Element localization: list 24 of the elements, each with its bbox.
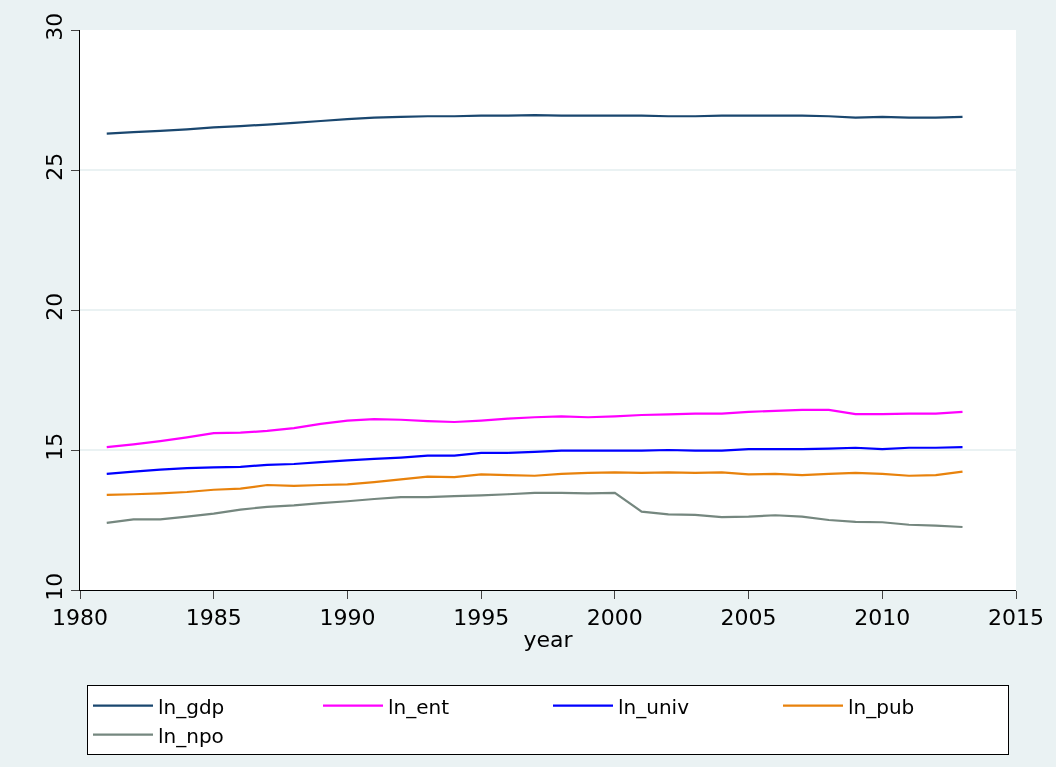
line-series <box>105 408 964 449</box>
x-tick-label: 2015 <box>988 605 1044 631</box>
y-tick-label: 30 <box>42 12 68 41</box>
x-axis-title: year <box>523 627 574 653</box>
line-series <box>105 446 964 475</box>
legend-label: ln_npo <box>158 723 224 748</box>
legend-label: ln_univ <box>618 694 690 719</box>
x-tick-label: 1995 <box>453 605 510 631</box>
x-tick-label: 2000 <box>586 605 643 631</box>
x-tick-label: 2010 <box>854 605 911 631</box>
legend-label: ln_gdp <box>158 694 225 719</box>
x-tick-label: 1990 <box>319 605 376 631</box>
y-tick-label: 25 <box>42 152 68 181</box>
y-tick-label: 20 <box>42 292 68 321</box>
legend-label: ln_pub <box>848 694 915 719</box>
x-tick-label: 2005 <box>720 605 777 631</box>
y-tick-label: 10 <box>42 572 68 601</box>
x-tick-label: 1980 <box>52 605 108 631</box>
x-tick-label: 1985 <box>185 605 242 631</box>
line-series <box>105 470 964 496</box>
y-tick-label: 15 <box>42 432 68 461</box>
line-series <box>105 491 964 529</box>
legend-label: ln_ent <box>388 694 450 719</box>
line-series <box>105 114 964 135</box>
